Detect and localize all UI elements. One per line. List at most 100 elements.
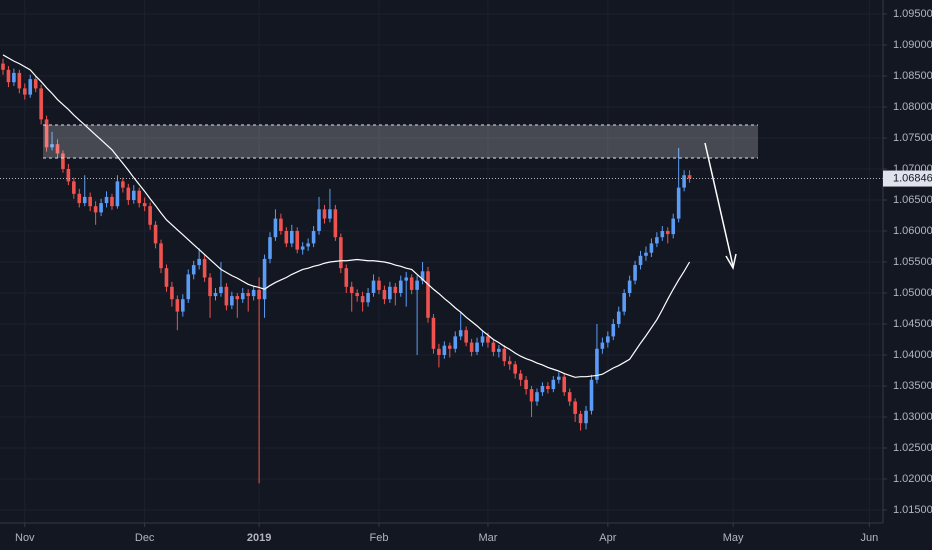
x-tick-label: Jun xyxy=(861,532,879,544)
candle-body xyxy=(1,63,5,70)
candle-body xyxy=(339,237,343,269)
candle-body xyxy=(595,348,599,380)
candle-body xyxy=(110,196,114,207)
candle-body xyxy=(448,345,452,349)
candle-body xyxy=(295,230,300,250)
candle-body xyxy=(366,292,370,303)
candle-body xyxy=(66,169,71,182)
candle-body xyxy=(420,271,425,281)
candle-body xyxy=(349,286,354,293)
candle-body xyxy=(175,299,180,312)
candle-body xyxy=(551,379,556,390)
arrow-shaft xyxy=(704,142,734,267)
candle-body xyxy=(191,265,196,275)
candle-body xyxy=(246,292,250,297)
x-tick-label: Apr xyxy=(599,532,616,544)
candle-body xyxy=(611,323,616,337)
x-tick-label: Feb xyxy=(369,532,388,544)
candle-body xyxy=(99,203,103,213)
y-tick-label: 1.07500 xyxy=(893,132,932,144)
candle-body xyxy=(600,342,605,349)
candle-body xyxy=(676,187,681,219)
candle-body xyxy=(44,119,49,148)
candle-body xyxy=(442,345,447,355)
candle-body xyxy=(22,88,27,95)
candle-body xyxy=(507,361,512,365)
candle-body xyxy=(77,193,82,204)
candle-body xyxy=(153,224,158,244)
candle-body xyxy=(606,336,610,343)
candle-body xyxy=(360,296,365,303)
candle-body xyxy=(344,268,349,287)
candle-body xyxy=(251,289,256,297)
y-tick-label: 1.09500 xyxy=(893,8,932,20)
candle-body xyxy=(355,292,359,297)
candle-body xyxy=(529,389,534,402)
candle-body xyxy=(121,181,125,188)
candle-body xyxy=(333,209,338,238)
candle-body xyxy=(317,209,321,231)
candle-body xyxy=(126,187,131,200)
candle-body xyxy=(535,392,539,402)
candle-body xyxy=(546,385,550,390)
x-tick-label: Dec xyxy=(135,532,155,544)
candle-body xyxy=(148,206,152,225)
y-tick-label: 1.05500 xyxy=(893,256,932,268)
candle-body xyxy=(377,280,381,290)
candle-body xyxy=(518,373,523,380)
candle-body xyxy=(475,342,479,352)
candle-body xyxy=(6,69,11,83)
moving-average xyxy=(2,54,691,378)
y-tick-label: 1.04500 xyxy=(893,318,932,330)
plot-area xyxy=(0,0,883,523)
candle-body xyxy=(398,280,403,293)
candle-body xyxy=(589,379,594,411)
candle-body xyxy=(562,376,567,393)
candle-body xyxy=(50,144,54,148)
resistance-zone xyxy=(43,125,758,158)
candle-body xyxy=(279,218,283,231)
candle-body xyxy=(137,190,142,204)
candle-body xyxy=(186,274,191,300)
candle-body xyxy=(328,209,332,219)
candle-body xyxy=(39,88,43,120)
x-tick-label: Mar xyxy=(478,532,497,544)
y-tick-label: 1.08500 xyxy=(893,70,932,82)
candle-body xyxy=(240,292,245,300)
y-tick-label: 1.02000 xyxy=(893,473,932,485)
y-tick-label: 1.08000 xyxy=(893,101,932,113)
candle-body xyxy=(513,364,517,374)
candle-body xyxy=(431,317,436,349)
candle-body xyxy=(12,72,16,83)
candle-body xyxy=(55,144,60,154)
candle-body xyxy=(289,230,294,244)
candle-body xyxy=(82,196,87,204)
y-tick-label: 1.03500 xyxy=(893,380,932,392)
candle-body xyxy=(409,277,414,290)
candle-body xyxy=(235,296,240,300)
candle-body xyxy=(622,292,626,312)
candle-body xyxy=(104,196,109,204)
candle-body xyxy=(524,379,528,390)
candle-body xyxy=(170,286,174,300)
candle-body xyxy=(437,348,441,355)
y-tick-label: 1.02500 xyxy=(893,442,932,454)
candle-body xyxy=(415,280,419,290)
candle-body xyxy=(181,299,185,312)
candle-body xyxy=(671,218,676,235)
candle-body xyxy=(306,243,310,247)
candle-body xyxy=(687,175,692,179)
candle-body xyxy=(458,330,463,337)
x-tick-label: May xyxy=(723,532,744,544)
last-price-label: 1.06846 xyxy=(893,172,932,184)
candle-body xyxy=(17,72,22,89)
candle-body xyxy=(464,330,468,343)
y-tick-label: 1.01500 xyxy=(893,504,932,516)
candle-body xyxy=(72,181,76,194)
candle-body xyxy=(159,243,163,269)
candle-body xyxy=(497,348,501,352)
y-tick-label: 1.03000 xyxy=(893,411,932,423)
y-tick-label: 1.06000 xyxy=(893,225,932,237)
candle-body xyxy=(88,196,92,207)
